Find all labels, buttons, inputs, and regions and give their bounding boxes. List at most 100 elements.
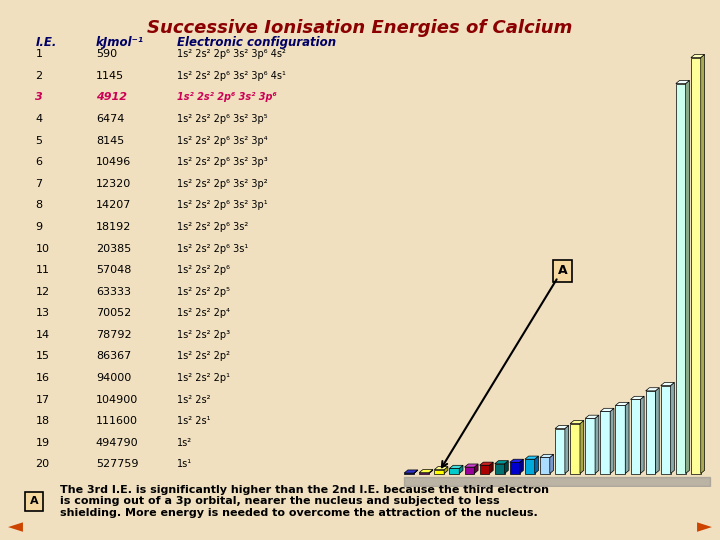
Text: 8145: 8145 bbox=[96, 136, 124, 146]
Polygon shape bbox=[510, 462, 520, 474]
Text: I.E.: I.E. bbox=[35, 36, 57, 49]
Text: 14207: 14207 bbox=[96, 200, 131, 211]
Text: 1s² 2s² 2p⁶ 3s² 3p³: 1s² 2s² 2p⁶ 3s² 3p³ bbox=[176, 157, 267, 167]
Text: 63333: 63333 bbox=[96, 287, 131, 297]
Text: 16: 16 bbox=[35, 373, 50, 383]
Polygon shape bbox=[661, 386, 670, 474]
Polygon shape bbox=[459, 465, 463, 474]
Polygon shape bbox=[600, 408, 614, 411]
Text: 1s² 2s² 2p⁶ 3s² 3p⁶ 4s²: 1s² 2s² 2p⁶ 3s² 3p⁶ 4s² bbox=[176, 49, 285, 59]
Text: 7: 7 bbox=[35, 179, 42, 189]
Text: 2: 2 bbox=[35, 71, 42, 81]
Text: 1s² 2s² 2p⁴: 1s² 2s² 2p⁴ bbox=[176, 308, 230, 318]
Polygon shape bbox=[464, 467, 474, 474]
Polygon shape bbox=[670, 382, 675, 474]
Text: 18192: 18192 bbox=[96, 222, 131, 232]
Polygon shape bbox=[610, 408, 614, 474]
Polygon shape bbox=[449, 465, 463, 468]
Text: 1s² 2s² 2p⁵: 1s² 2s² 2p⁵ bbox=[176, 287, 230, 297]
Polygon shape bbox=[490, 462, 493, 474]
Polygon shape bbox=[646, 388, 660, 391]
Text: 1s² 2s² 2p⁶ 3s² 3p⁶: 1s² 2s² 2p⁶ 3s² 3p⁶ bbox=[176, 92, 276, 103]
Polygon shape bbox=[616, 406, 625, 474]
Text: 17: 17 bbox=[35, 395, 50, 404]
Polygon shape bbox=[449, 468, 459, 474]
Text: 18: 18 bbox=[35, 416, 50, 426]
Text: 1s² 2s² 2p⁶ 3s² 3p⁶ 4s¹: 1s² 2s² 2p⁶ 3s² 3p⁶ 4s¹ bbox=[176, 71, 285, 81]
Polygon shape bbox=[676, 84, 685, 474]
Text: 4912: 4912 bbox=[96, 92, 127, 103]
Polygon shape bbox=[661, 382, 675, 386]
Text: ►: ► bbox=[697, 517, 711, 536]
Polygon shape bbox=[701, 55, 704, 474]
Text: 70052: 70052 bbox=[96, 308, 131, 318]
Polygon shape bbox=[434, 470, 444, 474]
Polygon shape bbox=[631, 400, 640, 474]
Text: 527759: 527759 bbox=[96, 460, 138, 469]
Text: 1s² 2s² 2p²: 1s² 2s² 2p² bbox=[176, 352, 230, 361]
Polygon shape bbox=[505, 461, 508, 474]
Polygon shape bbox=[464, 464, 478, 467]
Text: 590: 590 bbox=[96, 49, 117, 59]
Polygon shape bbox=[580, 421, 584, 474]
Polygon shape bbox=[550, 454, 554, 474]
Text: Electronic configuration: Electronic configuration bbox=[176, 36, 336, 49]
Polygon shape bbox=[585, 418, 595, 474]
Text: 111600: 111600 bbox=[96, 416, 138, 426]
Text: 57048: 57048 bbox=[96, 265, 131, 275]
Polygon shape bbox=[676, 80, 690, 84]
Polygon shape bbox=[585, 415, 599, 418]
Text: 494790: 494790 bbox=[96, 438, 138, 448]
Polygon shape bbox=[555, 429, 565, 474]
Text: 1s² 2s² 2p¹: 1s² 2s² 2p¹ bbox=[176, 373, 230, 383]
Polygon shape bbox=[631, 396, 644, 400]
Text: Successive Ionisation Energies of Calcium: Successive Ionisation Energies of Calciu… bbox=[148, 19, 572, 37]
Polygon shape bbox=[495, 461, 508, 464]
Text: 1s² 2s² 2p⁶ 3s¹: 1s² 2s² 2p⁶ 3s¹ bbox=[176, 244, 248, 254]
Text: 10: 10 bbox=[35, 244, 50, 254]
Polygon shape bbox=[429, 469, 433, 474]
Polygon shape bbox=[625, 402, 629, 474]
Text: 13: 13 bbox=[35, 308, 50, 318]
Polygon shape bbox=[474, 464, 478, 474]
Text: 6: 6 bbox=[35, 157, 42, 167]
Polygon shape bbox=[404, 470, 418, 473]
Text: 11: 11 bbox=[35, 265, 50, 275]
Text: 78792: 78792 bbox=[96, 330, 132, 340]
Polygon shape bbox=[480, 462, 493, 465]
Text: 15: 15 bbox=[35, 352, 50, 361]
Text: 12320: 12320 bbox=[96, 179, 131, 189]
Polygon shape bbox=[444, 467, 448, 474]
Text: 1s² 2s² 2p⁶ 3s² 3p⁵: 1s² 2s² 2p⁶ 3s² 3p⁵ bbox=[176, 114, 267, 124]
Polygon shape bbox=[540, 457, 550, 474]
Text: 19: 19 bbox=[35, 438, 50, 448]
Text: 6474: 6474 bbox=[96, 114, 125, 124]
Polygon shape bbox=[510, 459, 523, 462]
Text: kJmol⁻¹: kJmol⁻¹ bbox=[96, 36, 144, 49]
Polygon shape bbox=[495, 464, 505, 474]
Polygon shape bbox=[565, 426, 569, 474]
Polygon shape bbox=[419, 469, 433, 472]
Polygon shape bbox=[414, 470, 418, 474]
Text: 1s² 2s² 2p⁶ 3s²: 1s² 2s² 2p⁶ 3s² bbox=[176, 222, 248, 232]
Polygon shape bbox=[655, 388, 660, 474]
Polygon shape bbox=[520, 459, 523, 474]
Text: 1s¹: 1s¹ bbox=[176, 460, 192, 469]
Text: 1s² 2s² 2p³: 1s² 2s² 2p³ bbox=[176, 330, 230, 340]
Text: 3: 3 bbox=[35, 92, 43, 103]
Text: 5: 5 bbox=[35, 136, 42, 146]
Polygon shape bbox=[685, 80, 690, 474]
Text: The 3rd I.E. is significantly higher than the 2nd I.E. because the third electro: The 3rd I.E. is significantly higher tha… bbox=[60, 485, 549, 518]
Text: 10496: 10496 bbox=[96, 157, 131, 167]
Polygon shape bbox=[616, 402, 629, 406]
Text: 12: 12 bbox=[35, 287, 50, 297]
Polygon shape bbox=[691, 55, 704, 58]
Text: 86367: 86367 bbox=[96, 352, 131, 361]
Polygon shape bbox=[540, 454, 554, 457]
Text: 20385: 20385 bbox=[96, 244, 131, 254]
Text: A: A bbox=[30, 496, 38, 507]
Polygon shape bbox=[595, 415, 599, 474]
Text: 9: 9 bbox=[35, 222, 42, 232]
Text: 94000: 94000 bbox=[96, 373, 131, 383]
Polygon shape bbox=[570, 423, 580, 474]
